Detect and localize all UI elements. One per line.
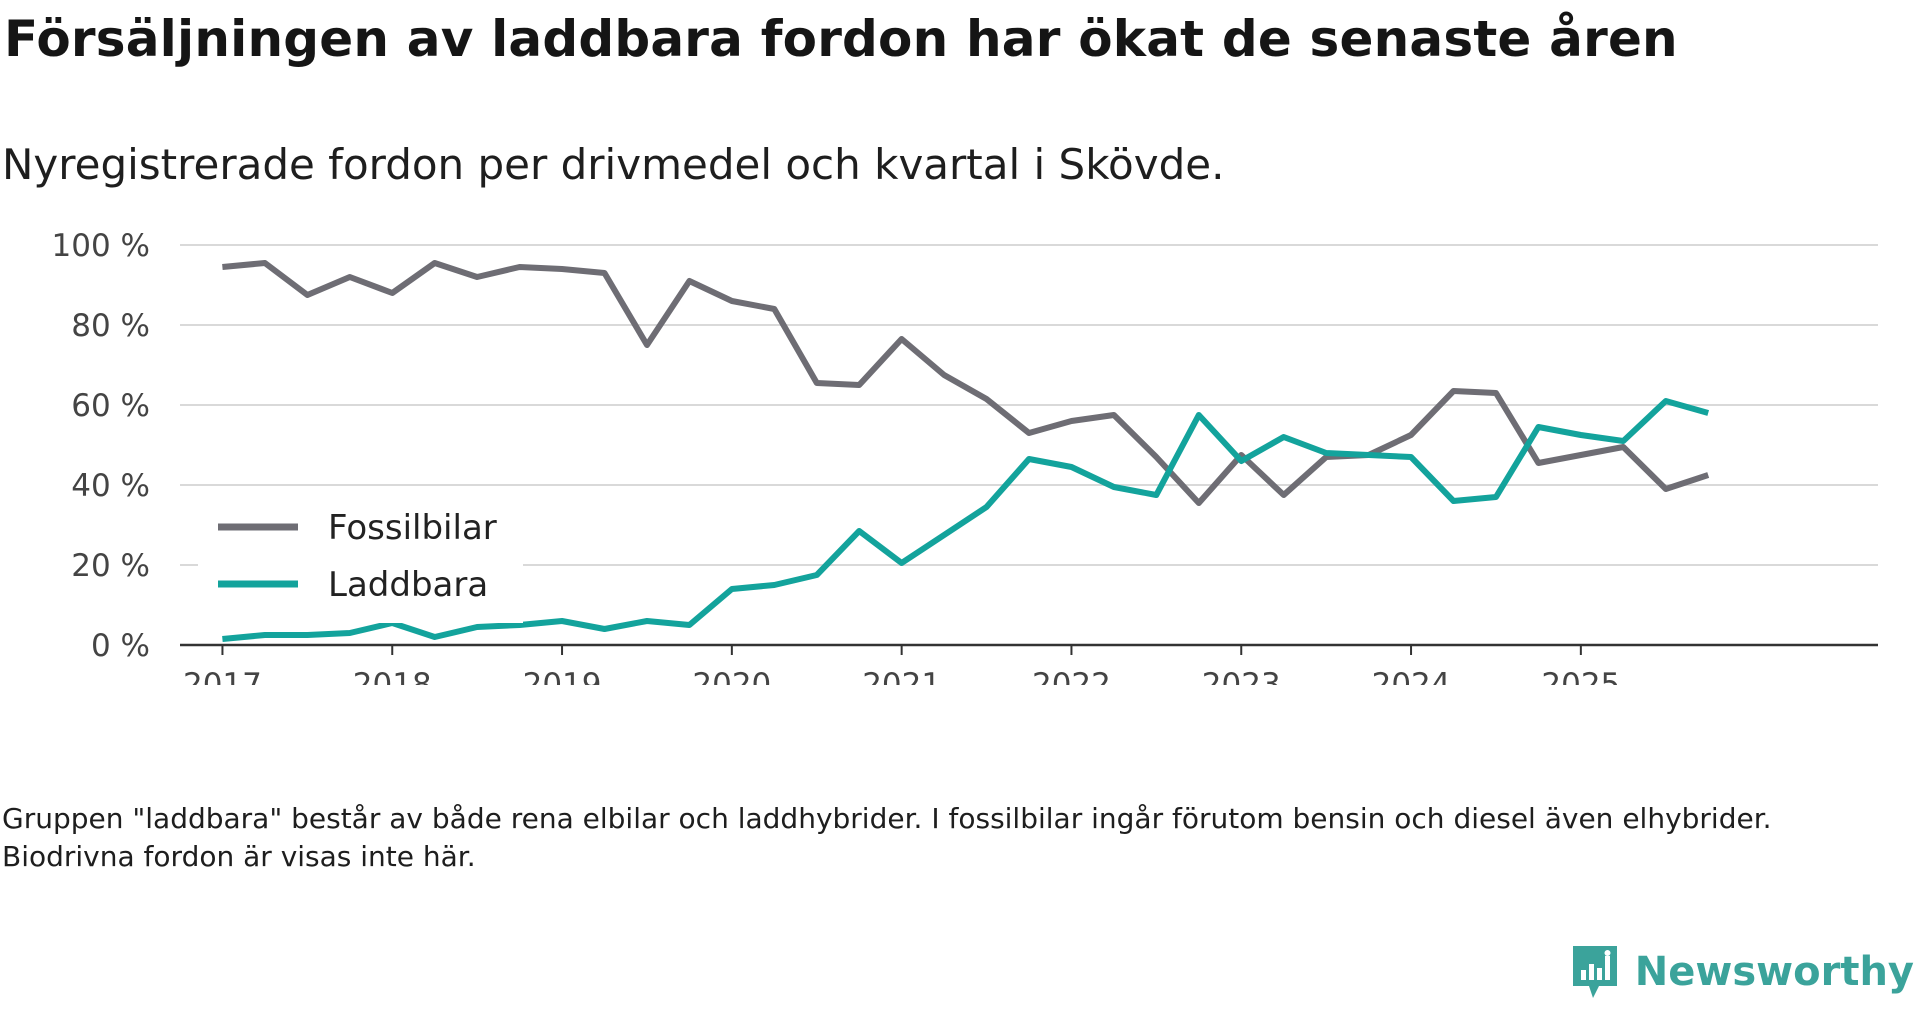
gridlines [180,244,1878,566]
line-chart: 0 % 20 % 40 % 60 % 80 % 100 % 2017 2018 2019 202… [52,228,1878,685]
series-line-fossilbilar [222,260,1710,506]
x-tick-label: 2020 [692,667,771,685]
chart-subtitle: Nyregistrerade fordon per drivmedel och … [2,140,1225,189]
y-tick-label: 100 % [52,228,150,264]
newsworthy-logo-text: Newsworthy [1634,949,1914,995]
newsworthy-logo: Newsworthy [1569,942,1914,1002]
legend: Fossilbilar Laddbara [198,491,523,623]
x-tick-label: 2024 [1372,667,1451,685]
x-tick-label: 2025 [1541,667,1620,685]
x-tick-label: 2021 [862,667,941,685]
x-tick-label: 2023 [1202,667,1281,685]
legend-label-laddbara: Laddbara [328,565,488,605]
x-tick-label: 2017 [183,667,262,685]
chart-title: Försäljningen av laddbara fordon har öka… [4,10,1678,68]
chart-footnote: Gruppen "laddbara" består av både rena e… [2,802,1772,873]
legend-background [198,491,523,623]
x-tick-label: 2018 [353,667,432,685]
legend-label-fossilbilar: Fossilbilar [328,508,497,548]
newsworthy-logo-icon [1572,946,1617,998]
series-lines [222,260,1710,642]
y-tick-label: 0 % [91,628,150,664]
y-tick-label: 80 % [71,308,150,344]
x-tick-label: 2019 [523,667,602,685]
y-tick-label: 40 % [71,468,150,504]
x-axis: 2017 2018 2019 2020 2021 2022 2023 2024 2025 [180,643,1878,685]
y-tick-label: 20 % [71,548,150,584]
y-axis: 0 % 20 % 40 % 60 % 80 % 100 % [52,228,150,664]
series-line-laddbara [222,398,1710,642]
y-tick-label: 60 % [71,388,150,424]
x-tick-label: 2022 [1032,667,1111,685]
